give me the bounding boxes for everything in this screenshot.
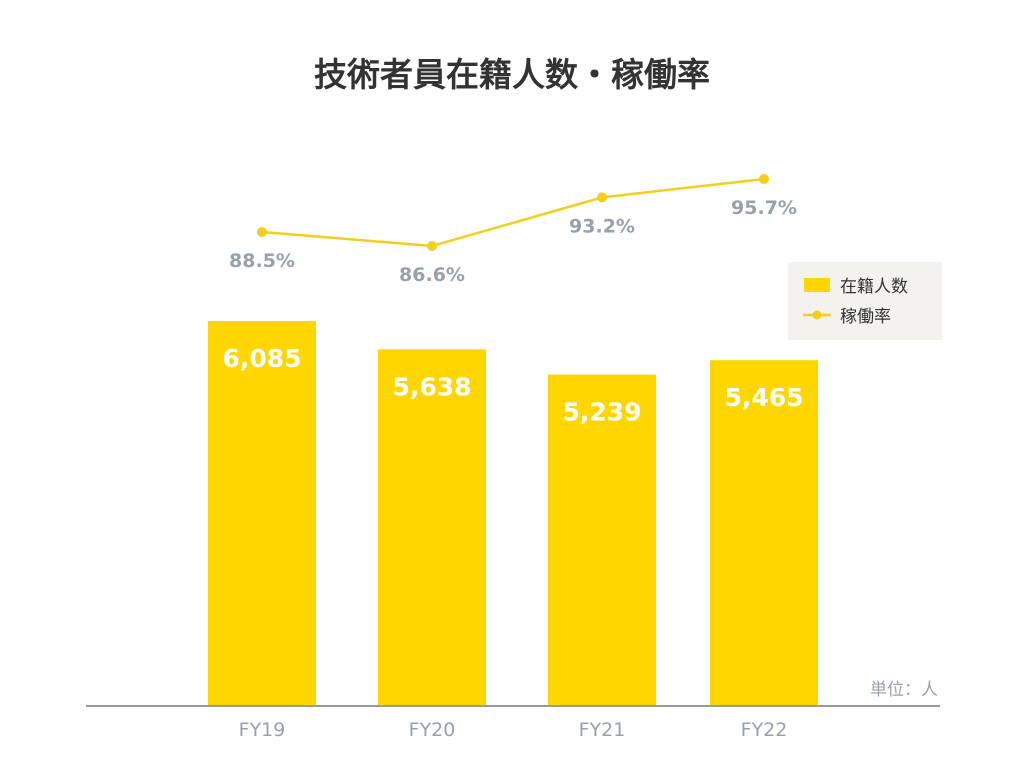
legend: 在籍人数 稼働率 [788,262,942,340]
bar-value-label-FY19: 6,085 [222,344,301,373]
x-tick-label-FY20: FY20 [409,719,456,741]
unit-note: 単位：人 [870,680,938,700]
legend-label-bar: 在籍人数 [840,277,908,297]
line-point-FY22 [759,174,769,184]
x-tick-label-FY21: FY21 [579,719,626,741]
bar-FY20 [378,349,486,706]
bar-FY21 [548,374,656,706]
bar-FY22 [710,360,818,706]
line-value-label-FY22: 95.7% [731,197,797,219]
line-value-label-FY21: 93.2% [569,215,635,237]
legend-background [788,262,942,340]
x-tick-label-FY19: FY19 [239,719,286,741]
x-tick-label-FY22: FY22 [741,719,788,741]
bar-value-label-FY21: 5,239 [562,398,641,427]
line-layer: 88.5% 86.6% 93.2% 95.7% [229,174,797,286]
axis-layer: FY19 FY20 FY21 FY22 [86,705,940,741]
line-value-label-FY20: 86.6% [399,264,465,286]
bar-FY19 [208,321,316,706]
line-value-label-FY19: 88.5% [229,250,295,272]
line-point-FY21 [597,192,607,203]
legend-label-line: 稼働率 [840,307,891,327]
bar-value-label-FY20: 5,638 [392,372,471,401]
chart-title: 技術者員在籍人数・稼働率 [314,55,710,94]
bars-layer: 6,085 5,638 5,239 5,465 [208,321,818,706]
line-series-稼働率 [261,177,765,248]
legend-bar-swatch [804,278,830,292]
legend-line-dot [812,310,822,320]
line-point-FY20 [427,241,437,251]
bar-value-label-FY22: 5,465 [724,383,803,412]
line-point-FY19 [257,227,267,238]
